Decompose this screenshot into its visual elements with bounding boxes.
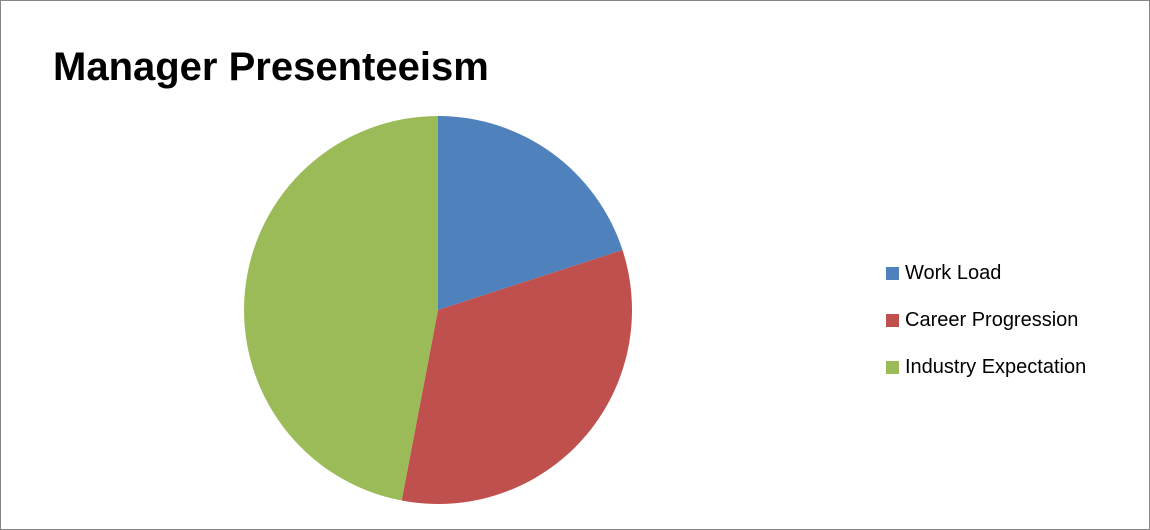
legend-item-career-progression: Career Progression [886,297,1086,344]
chart-title: Manager Presenteeism [53,45,489,89]
legend-label-career-progression: Career Progression [905,309,1079,331]
pie-slice-career-progression [401,250,632,504]
legend-label-industry-expectation: Industry Expectation [905,356,1087,378]
legend-item-work-load: Work Load [886,250,1086,297]
legend-swatch-career-progression [886,314,899,327]
legend-item-industry-expectation: Industry Expectation [886,344,1086,391]
pie-slice-work-load [438,116,623,310]
legend-swatch-industry-expectation [886,361,899,374]
legend-swatch-work-load [886,267,899,280]
legend-label-work-load: Work Load [905,262,1002,284]
pie-slice-industry-expectation [244,116,438,501]
chart-legend: Work Load Career Progression Industry Expe… [886,250,1086,391]
